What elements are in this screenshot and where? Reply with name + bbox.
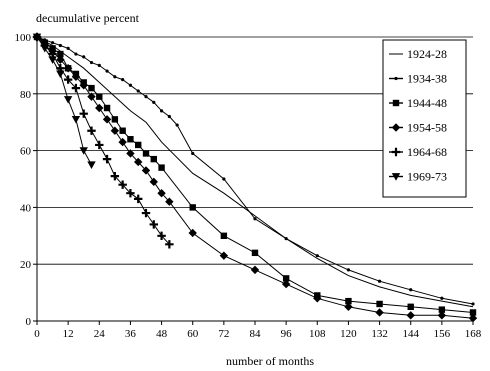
data-point-1934-38-42 <box>144 95 147 98</box>
data-point-1944-48-27 <box>104 105 110 111</box>
y-axis-label: decumulative percent <box>36 11 140 25</box>
data-point-1944-48-21 <box>88 85 94 91</box>
data-point-1934-38-45 <box>152 101 155 104</box>
y-tick-label-40: 40 <box>20 202 32 214</box>
data-point-1944-48-45 <box>151 156 157 162</box>
x-tick-label-84: 84 <box>250 328 262 340</box>
x-tick-label-0: 0 <box>34 328 40 340</box>
legend-marker-1944-48 <box>393 100 399 106</box>
x-tick-label-168: 168 <box>465 328 482 340</box>
x-tick-label-12: 12 <box>63 328 74 340</box>
legend-label-1964-68: 1964-68 <box>407 145 447 159</box>
data-point-1934-38-27 <box>105 69 108 72</box>
legend-label-1969-73: 1969-73 <box>407 170 447 184</box>
data-point-1934-38-54 <box>176 123 179 126</box>
data-point-1954-58-72 <box>220 251 228 259</box>
data-point-1934-38-48 <box>160 109 163 112</box>
data-point-1954-58-60 <box>189 229 197 237</box>
data-point-1944-48-36 <box>127 136 133 142</box>
x-tick-label-96: 96 <box>281 328 293 340</box>
legend-label-1934-38: 1934-38 <box>407 72 447 86</box>
data-point-1934-38-18 <box>82 55 85 58</box>
legend-label-1924-28: 1924-28 <box>407 47 447 61</box>
data-point-1934-38-84 <box>253 217 256 220</box>
x-tick-label-120: 120 <box>340 328 357 340</box>
data-point-1934-38-72 <box>222 177 225 180</box>
y-tick-label-80: 80 <box>20 89 32 101</box>
y-tick-label-100: 100 <box>15 32 32 44</box>
y-tick-label-60: 60 <box>20 146 32 158</box>
data-point-1964-68-27 <box>103 155 111 163</box>
data-point-1934-38-15 <box>74 52 77 55</box>
data-point-1944-48-30 <box>112 116 118 122</box>
data-point-1964-68-18 <box>80 109 88 117</box>
legend-label-1954-58: 1954-58 <box>407 121 447 135</box>
data-point-1944-48-84 <box>252 250 258 256</box>
x-axis-label: number of months <box>226 354 314 368</box>
y-tick-label-20: 20 <box>20 259 32 271</box>
data-point-1954-58-27 <box>103 115 111 123</box>
data-point-1954-58-24 <box>95 104 103 112</box>
data-point-1944-48-72 <box>221 233 227 239</box>
data-point-1934-38-120 <box>347 268 350 271</box>
data-point-1934-38-108 <box>316 254 319 257</box>
data-point-1934-38-6 <box>51 41 54 44</box>
data-point-1934-38-96 <box>285 237 288 240</box>
data-point-1934-38-168 <box>471 302 474 305</box>
data-point-1934-38-51 <box>168 115 171 118</box>
data-point-1934-38-156 <box>440 297 443 300</box>
legend-label-1944-48: 1944-48 <box>407 96 447 110</box>
data-point-1934-38-33 <box>121 78 124 81</box>
data-point-1944-48-48 <box>158 164 164 170</box>
data-point-1969-73-15 <box>72 116 80 124</box>
data-point-1934-38-132 <box>378 280 381 283</box>
x-tick-label-132: 132 <box>371 328 388 340</box>
data-point-1954-58-45 <box>150 178 158 186</box>
series-1964-68 <box>33 33 174 249</box>
x-tick-label-60: 60 <box>187 328 199 340</box>
data-point-1964-68-24 <box>95 141 103 149</box>
data-point-1934-38-60 <box>191 152 194 155</box>
data-point-1934-38-144 <box>409 288 412 291</box>
data-point-1934-38-9 <box>59 44 62 47</box>
legend: 1924-28 1934-38 1944-48 1954-58 1964-68 1969-… <box>383 40 466 197</box>
data-point-1934-38-21 <box>90 61 93 64</box>
data-point-1964-68-42 <box>142 209 150 217</box>
data-point-1934-38-39 <box>137 89 140 92</box>
data-point-1969-73-9 <box>56 71 64 79</box>
data-point-1944-48-39 <box>135 142 141 148</box>
data-point-1969-73-12 <box>64 96 72 104</box>
data-point-1934-38-30 <box>113 75 116 78</box>
data-point-1944-48-144 <box>408 304 414 310</box>
y-tick-label-0: 0 <box>26 316 32 328</box>
data-point-1969-73-21 <box>87 161 95 169</box>
data-point-1954-58-84 <box>251 266 259 274</box>
data-point-1954-58-30 <box>111 127 119 135</box>
data-point-1934-38-12 <box>67 47 70 50</box>
x-tick-label-144: 144 <box>402 328 419 340</box>
data-point-1954-58-144 <box>407 311 415 319</box>
data-point-1964-68-21 <box>87 127 95 135</box>
data-point-1954-58-132 <box>375 308 383 316</box>
data-point-1964-68-39 <box>134 195 142 203</box>
data-point-1944-48-24 <box>96 93 102 99</box>
x-tick-label-36: 36 <box>125 328 137 340</box>
data-point-1934-38-36 <box>129 84 132 87</box>
data-point-1944-48-33 <box>119 128 125 134</box>
x-tick-label-108: 108 <box>309 328 326 340</box>
x-tick-label-72: 72 <box>218 328 229 340</box>
data-point-1964-68-45 <box>150 220 158 228</box>
data-point-1934-38-24 <box>98 64 101 67</box>
x-tick-label-156: 156 <box>434 328 451 340</box>
x-tick-label-48: 48 <box>156 328 168 340</box>
data-point-1944-48-60 <box>190 204 196 210</box>
data-point-1944-48-42 <box>143 150 149 156</box>
legend-marker-1934-38 <box>394 77 397 80</box>
data-point-1954-58-33 <box>118 138 126 146</box>
data-point-1944-48-132 <box>376 301 382 307</box>
x-tick-label-24: 24 <box>94 328 106 340</box>
